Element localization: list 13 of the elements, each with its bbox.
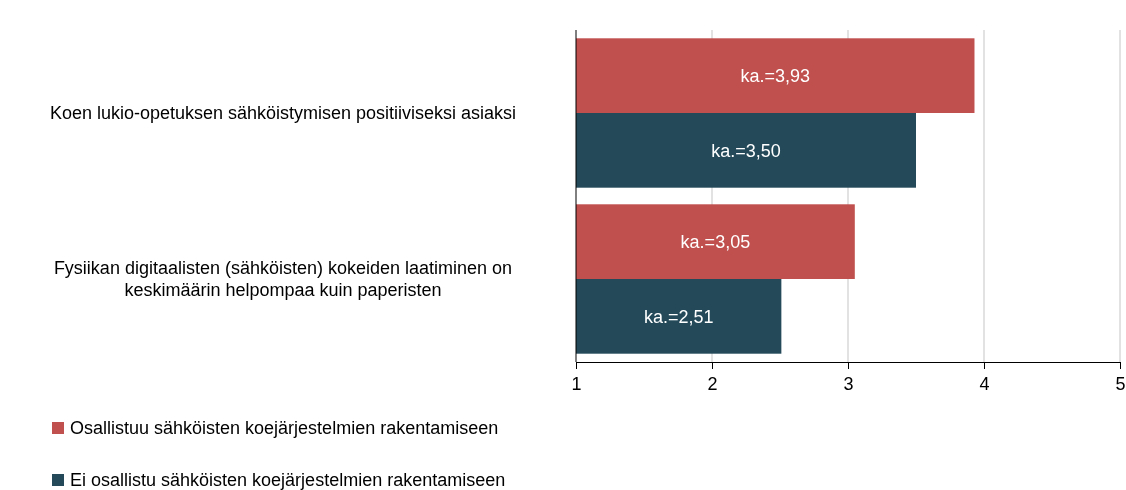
data-label: ka.=3,93 [740, 65, 811, 86]
x-tick-label: 1 [571, 374, 582, 394]
y-tick-label: Fysiikan digitaalisten (sähköisten) kokeiden laatiminen on keskimäärin helpompaa kuin paperisten [53, 258, 513, 301]
data-label: ka.=3,50 [711, 140, 781, 161]
x-tick-label: 4 [979, 374, 990, 394]
y-tick-label: Koen lukio-opetuksen sähköistymisen positiiviseksi asiaksi [49, 103, 517, 124]
legend-label: Osallistuu sähköisten koejärjestelmien rakentamiseen [70, 418, 499, 439]
x-tick-label: 2 [707, 374, 718, 394]
data-label: ka.=3,05 [680, 231, 751, 252]
legend-label: Ei osallistu sähköisten koejärjestelmien rakentamiseen [70, 470, 506, 490]
data-label: ka.=2,51 [643, 306, 714, 327]
x-tick-label: 5 [1115, 374, 1126, 394]
x-tick-label: 3 [843, 374, 854, 394]
